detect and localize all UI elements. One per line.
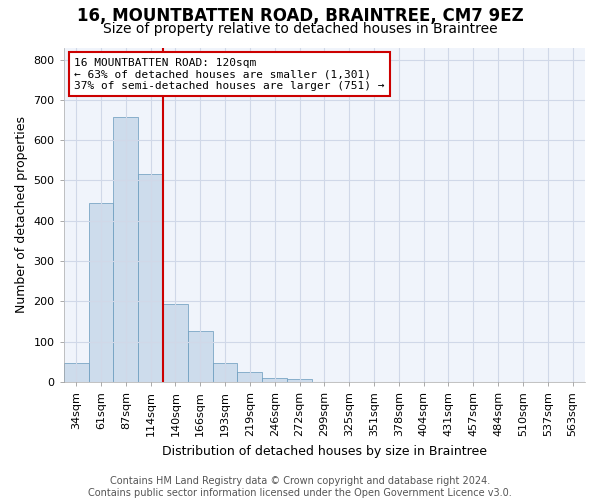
Bar (163, 304, 188, 382)
Bar (287, 379, 312, 382)
Bar (138, 174, 163, 382)
Text: Size of property relative to detached houses in Braintree: Size of property relative to detached ho… (103, 22, 497, 36)
Bar (89, 204, 113, 382)
Y-axis label: Number of detached properties: Number of detached properties (15, 116, 28, 314)
Bar (262, 378, 287, 382)
Bar (188, 331, 212, 382)
Bar (113, 117, 138, 382)
Text: 16 MOUNTBATTEN ROAD: 120sqm
← 63% of detached houses are smaller (1,301)
37% of : 16 MOUNTBATTEN ROAD: 120sqm ← 63% of det… (74, 58, 385, 90)
Bar (64, 363, 89, 382)
Text: 16, MOUNTBATTEN ROAD, BRAINTREE, CM7 9EZ: 16, MOUNTBATTEN ROAD, BRAINTREE, CM7 9EZ (77, 8, 523, 26)
Bar (238, 372, 262, 382)
Text: Contains HM Land Registry data © Crown copyright and database right 2024.
Contai: Contains HM Land Registry data © Crown c… (88, 476, 512, 498)
Bar (212, 363, 238, 382)
X-axis label: Distribution of detached houses by size in Braintree: Distribution of detached houses by size … (162, 444, 487, 458)
